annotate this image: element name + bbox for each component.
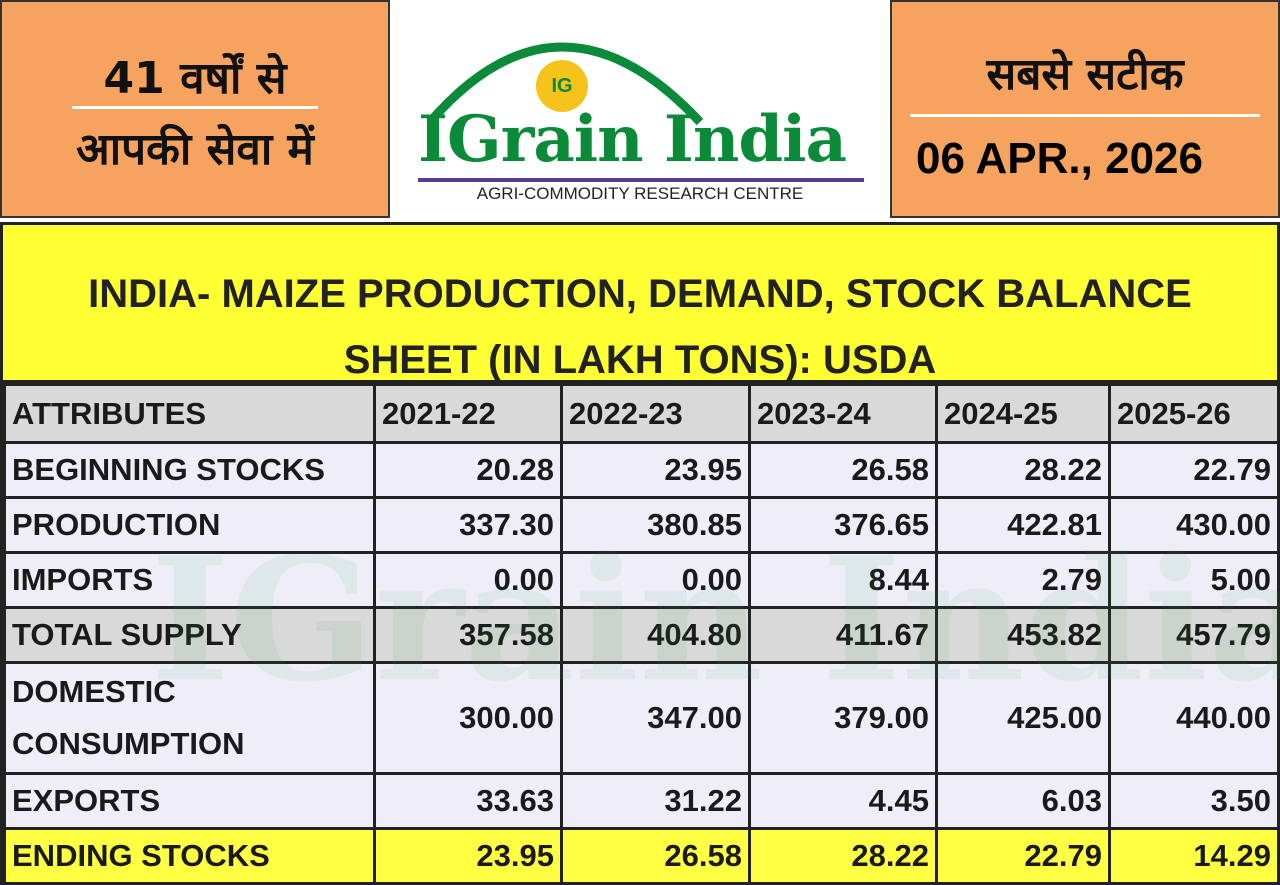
logo: IG IGrain India AGRI-COMMODITY RESEARCH … bbox=[390, 2, 890, 218]
value-cell: 422.81 bbox=[935, 496, 1111, 554]
table-row: ENDING STOCKS 23.95 26.58 28.22 22.79 14.29 bbox=[3, 827, 1280, 885]
column-header: 2023-24 bbox=[748, 383, 938, 444]
value-cell: 425.00 bbox=[935, 661, 1111, 775]
title-line: SHEET (IN LAKH TONS): USDA bbox=[343, 338, 937, 382]
value-cell: 357.58 bbox=[373, 606, 563, 664]
value-cell: 411.67 bbox=[748, 606, 938, 664]
value-cell: 430.00 bbox=[1108, 496, 1280, 554]
row-label: ENDING STOCKS bbox=[3, 827, 376, 885]
header-row: ATTRIBUTES 2021-22 2022-23 2023-24 2024-25 20… bbox=[3, 383, 1280, 444]
logo-arc bbox=[426, 42, 704, 126]
rule bbox=[72, 106, 318, 109]
value-cell: 26.58 bbox=[560, 827, 751, 885]
column-header: 2021-22 bbox=[373, 383, 563, 444]
value-cell: 0.00 bbox=[560, 551, 751, 609]
logo-name: IGrain India bbox=[418, 102, 847, 177]
logo-tagline: AGRI-COMMODITY RESEARCH CENTRE bbox=[476, 184, 804, 203]
rule bbox=[910, 114, 1260, 117]
table-title: INDIA- MAIZE PRODUCTION, DEMAND, STOCK B… bbox=[3, 225, 1277, 383]
value-cell: 14.29 bbox=[1108, 827, 1280, 885]
column-header: 2022-23 bbox=[560, 383, 751, 444]
title-line: INDIA- MAIZE PRODUCTION, DEMAND, STOCK B… bbox=[88, 272, 1192, 316]
row-label: TOTAL SUPPLY bbox=[3, 606, 376, 664]
value-cell: 376.65 bbox=[748, 496, 938, 554]
row-label: DOMESTIC CONSUMPTION bbox=[3, 661, 376, 775]
table-row: BEGINNING STOCKS 20.28 23.95 26.58 28.22 22.7… bbox=[3, 441, 1280, 499]
value-cell: 5.00 bbox=[1108, 551, 1280, 609]
left-banner: 41 वर्षों से आपकी सेवा में bbox=[0, 0, 390, 218]
value-cell: 22.79 bbox=[1108, 441, 1280, 499]
column-header: 2024-25 bbox=[935, 383, 1111, 444]
date: 06 APR., 2026 bbox=[916, 134, 1203, 183]
tagline: आपकी सेवा में bbox=[76, 124, 314, 175]
table-row: IMPORTS 0.00 0.00 8.44 2.79 5.00 bbox=[3, 551, 1280, 609]
value-cell: 23.95 bbox=[373, 827, 563, 885]
value-cell: 26.58 bbox=[748, 441, 938, 499]
value-cell: 457.79 bbox=[1108, 606, 1280, 664]
value-cell: 300.00 bbox=[373, 661, 563, 775]
value-cell: 453.82 bbox=[935, 606, 1111, 664]
table-row: DOMESTIC CONSUMPTION 300.00 347.00 379.00 42… bbox=[3, 661, 1280, 775]
value-cell: 28.22 bbox=[935, 441, 1111, 499]
row-label: IMPORTS bbox=[3, 551, 376, 609]
value-cell: 404.80 bbox=[560, 606, 751, 664]
value-cell: 379.00 bbox=[748, 661, 938, 775]
value-cell: 440.00 bbox=[1108, 661, 1280, 775]
logo-badge: IG bbox=[536, 60, 588, 112]
value-cell: 6.03 bbox=[935, 772, 1111, 830]
table-row: EXPORTS 33.63 31.22 4.45 6.03 3.50 bbox=[3, 772, 1280, 830]
value-cell: 8.44 bbox=[748, 551, 938, 609]
value-cell: 3.50 bbox=[1108, 772, 1280, 830]
tagline: सबसे सटीक bbox=[986, 49, 1184, 100]
value-cell: 347.00 bbox=[560, 661, 751, 775]
value-cell: 0.00 bbox=[373, 551, 563, 609]
row-label: BEGINNING STOCKS bbox=[3, 441, 376, 499]
value-cell: 4.45 bbox=[748, 772, 938, 830]
tagline: 41 वर्षों से bbox=[103, 53, 287, 104]
value-cell: 2.79 bbox=[935, 551, 1111, 609]
table-row: PRODUCTION 337.30 380.85 376.65 422.81 430.00 bbox=[3, 496, 1280, 554]
value-cell: 380.85 bbox=[560, 496, 751, 554]
row-label: EXPORTS bbox=[3, 772, 376, 830]
value-cell: 20.28 bbox=[373, 441, 563, 499]
table: ATTRIBUTES 2021-22 2022-23 2023-24 2024-25 20… bbox=[3, 383, 1280, 885]
logo-line bbox=[418, 178, 864, 182]
row-label: PRODUCTION bbox=[3, 496, 376, 554]
column-header: ATTRIBUTES bbox=[3, 383, 376, 444]
balance-sheet: INDIA- MAIZE PRODUCTION, DEMAND, STOCK B… bbox=[0, 222, 1280, 885]
value-cell: 22.79 bbox=[935, 827, 1111, 885]
value-cell: 33.63 bbox=[373, 772, 563, 830]
table-row: TOTAL SUPPLY 357.58 404.80 411.67 453.82 457.… bbox=[3, 606, 1280, 664]
value-cell: 337.30 bbox=[373, 496, 563, 554]
value-cell: 23.95 bbox=[560, 441, 751, 499]
value-cell: 28.22 bbox=[748, 827, 938, 885]
right-banner: सबसे सटीक 06 APR., 2026 bbox=[890, 0, 1280, 218]
column-header: 2025-26 bbox=[1108, 383, 1280, 444]
value-cell: 31.22 bbox=[560, 772, 751, 830]
